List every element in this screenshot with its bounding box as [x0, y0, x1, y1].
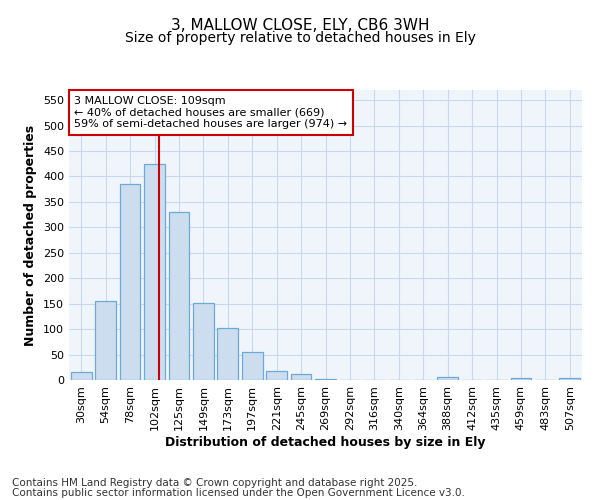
- Bar: [95, 301, 116, 380]
- Bar: [242, 352, 263, 380]
- Bar: [290, 374, 311, 380]
- Bar: [193, 302, 214, 380]
- Bar: [266, 371, 287, 380]
- Bar: [437, 378, 458, 380]
- Bar: [71, 372, 92, 380]
- Text: Contains HM Land Registry data © Crown copyright and database right 2025.: Contains HM Land Registry data © Crown c…: [12, 478, 418, 488]
- Text: 3 MALLOW CLOSE: 109sqm
← 40% of detached houses are smaller (669)
59% of semi-de: 3 MALLOW CLOSE: 109sqm ← 40% of detached…: [74, 96, 347, 129]
- Text: Contains public sector information licensed under the Open Government Licence v3: Contains public sector information licen…: [12, 488, 465, 498]
- X-axis label: Distribution of detached houses by size in Ely: Distribution of detached houses by size …: [165, 436, 486, 448]
- Bar: [169, 212, 190, 380]
- Bar: [559, 378, 580, 380]
- Bar: [315, 379, 336, 380]
- Bar: [119, 184, 140, 380]
- Bar: [144, 164, 165, 380]
- Y-axis label: Number of detached properties: Number of detached properties: [25, 124, 37, 346]
- Bar: [511, 378, 532, 380]
- Bar: [217, 328, 238, 380]
- Text: 3, MALLOW CLOSE, ELY, CB6 3WH: 3, MALLOW CLOSE, ELY, CB6 3WH: [171, 18, 429, 32]
- Text: Size of property relative to detached houses in Ely: Size of property relative to detached ho…: [125, 31, 475, 45]
